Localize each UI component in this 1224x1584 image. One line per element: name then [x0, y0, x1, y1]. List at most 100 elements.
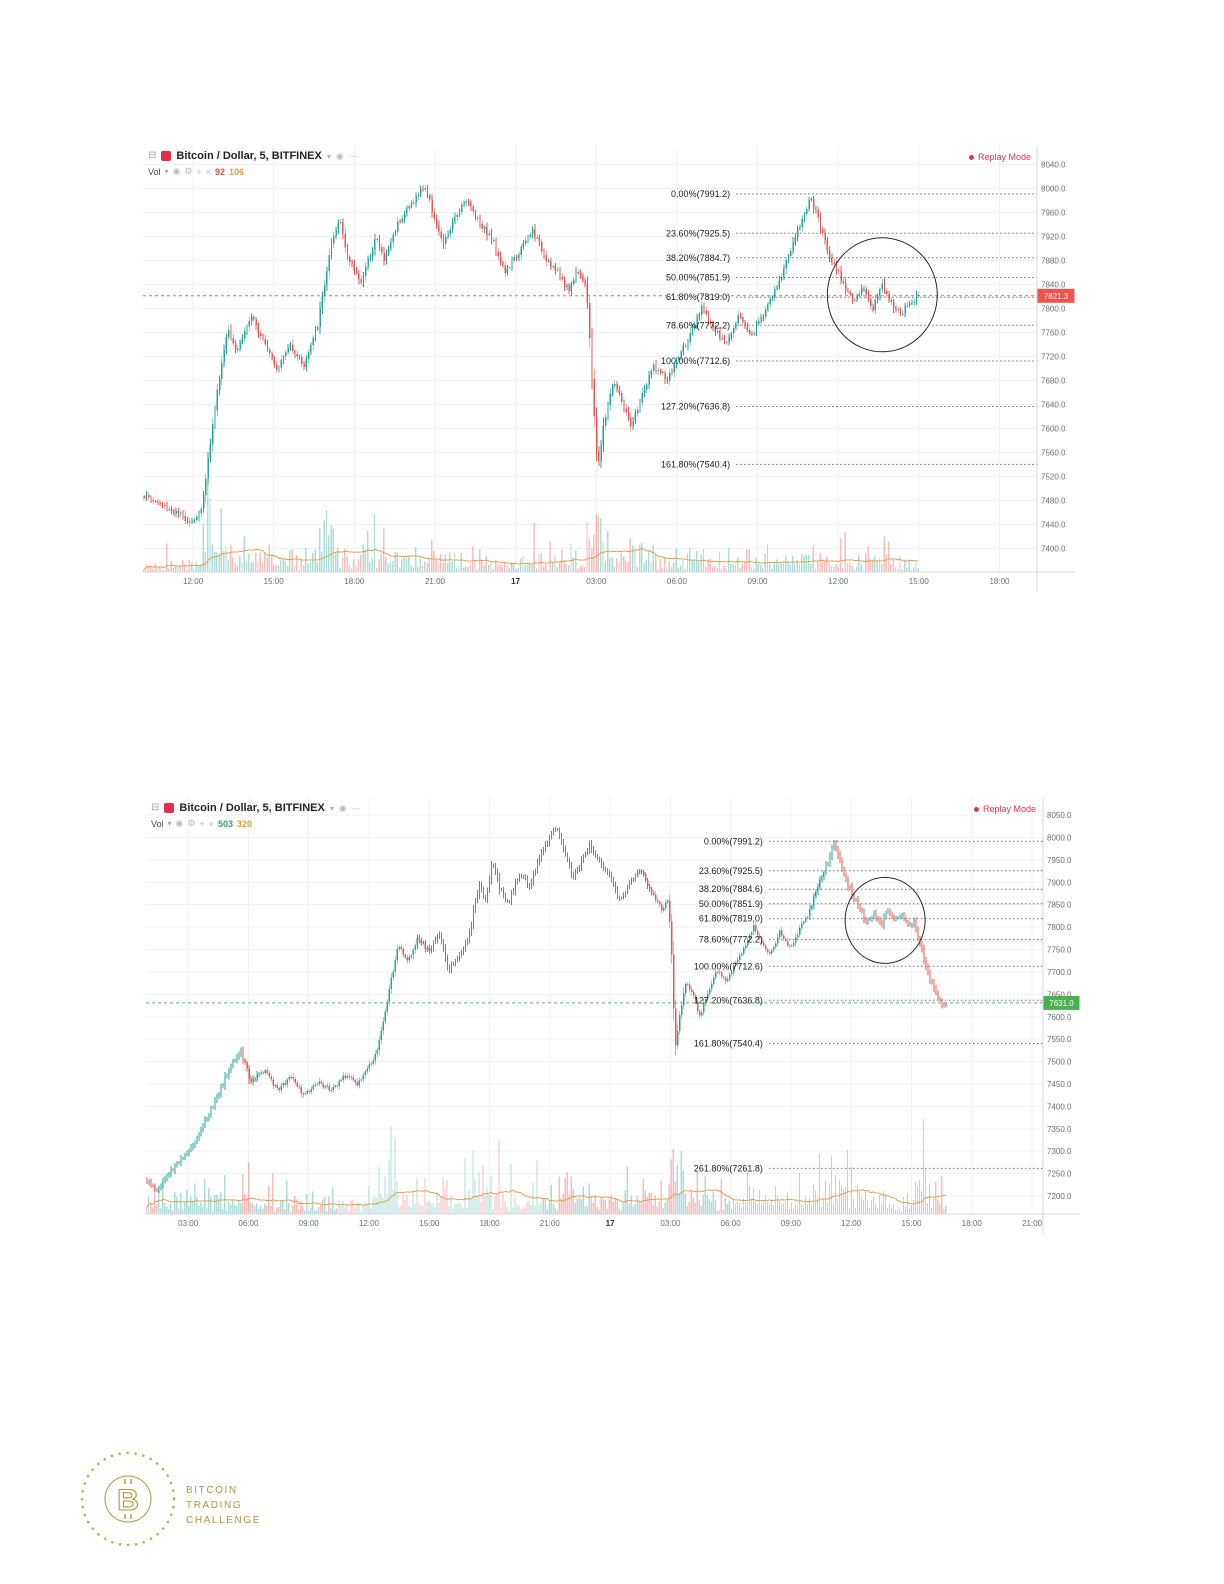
volume-indicator-row-2: Vol ▾ ◉ ⚙ + × 503 320 [151, 818, 252, 829]
btc-coin-icon: B [80, 1451, 176, 1547]
svg-text:7640.0: 7640.0 [1041, 401, 1066, 410]
chart-title[interactable]: Bitcoin / Dollar, 5, BITFINEX [179, 802, 325, 814]
annotation-circle [844, 876, 926, 964]
svg-text:03:00: 03:00 [586, 577, 607, 586]
svg-text:8000.0: 8000.0 [1041, 185, 1066, 194]
svg-text:8040.0: 8040.0 [1041, 161, 1066, 170]
chart-panel-2[interactable]: 0.00%(7991.2) 23.60%(7925.5) 38.20%(7884.6… [146, 798, 1080, 1234]
svg-text:21:00: 21:00 [540, 1219, 561, 1228]
svg-text:7960.0: 7960.0 [1041, 209, 1066, 218]
svg-text:7300.0: 7300.0 [1047, 1147, 1072, 1156]
svg-text:21:00: 21:00 [1022, 1219, 1043, 1228]
svg-text:03:00: 03:00 [178, 1219, 199, 1228]
chart-legend-2: ⊟ Bitcoin / Dollar, 5, BITFINEX ▾ ◉ ⋯ [151, 802, 361, 814]
svg-text:50.00%(7851.9): 50.00%(7851.9) [699, 899, 763, 909]
replay-mode-badge[interactable]: Replay Mode [973, 804, 1036, 814]
logo-text-line: CHALLENGE [186, 1515, 261, 1526]
svg-text:7440.0: 7440.0 [1041, 521, 1066, 530]
symbol-logo-icon [161, 151, 172, 161]
price-axis: 8050.0 8000.0 7950.0 7900.0 7850.0 7800.0 7750… [1047, 811, 1072, 1201]
chart-panel-1[interactable]: 0.00%(7991.2) 23.60%(7925.5) 38.20%(7884.7… [143, 146, 1075, 592]
svg-text:7850.0: 7850.0 [1047, 901, 1072, 910]
svg-text:0.00%(7991.2): 0.00%(7991.2) [671, 189, 730, 199]
svg-text:7600.0: 7600.0 [1041, 425, 1066, 434]
vol-chevron-icon[interactable]: ▾ [167, 819, 172, 828]
svg-text:7450.0: 7450.0 [1047, 1080, 1072, 1089]
svg-text:38.20%(7884.6): 38.20%(7884.6) [699, 884, 763, 894]
fib-retracement-layer: 0.00%(7991.2) 23.60%(7925.5) 38.20%(7884.7… [661, 189, 1037, 469]
vol-eye-icon[interactable]: ◉ [172, 166, 181, 176]
vol-label[interactable]: Vol [151, 818, 164, 829]
legend-more-icon[interactable]: ⋯ [348, 150, 358, 161]
svg-text:7920.0: 7920.0 [1041, 233, 1066, 242]
chevron-down-icon[interactable]: ▾ [326, 151, 331, 161]
replay-icon [973, 806, 979, 812]
volume-indicator-row-1: Vol ▾ ◉ ⚙ + × 92 106 [148, 166, 244, 177]
svg-text:12:00: 12:00 [183, 577, 204, 586]
btc-trading-challenge-logo: B BITCOIN TRADING CHALLENGE [70, 1446, 350, 1561]
vol-settings-icon[interactable]: ⚙ [187, 818, 196, 828]
svg-text:8050.0: 8050.0 [1047, 811, 1072, 820]
legend-eye-icon[interactable]: ◉ [335, 150, 344, 161]
svg-text:7650.0: 7650.0 [1047, 990, 1072, 999]
svg-text:21:00: 21:00 [425, 577, 446, 586]
vol-settings-icon[interactable]: ⚙ [184, 166, 193, 176]
price-axis: 8040.0 8000.0 7960.0 7920.0 7880.0 7840.0 7800… [1041, 161, 1066, 554]
collapse-icon[interactable]: ⊟ [151, 802, 160, 813]
legend-more-icon[interactable]: ⋯ [351, 802, 361, 813]
vol-chevron-icon[interactable]: ▾ [164, 167, 169, 176]
price-chart-1[interactable]: 0.00%(7991.2) 23.60%(7925.5) 38.20%(7884.7… [143, 146, 1075, 597]
logo-text-line: BITCOIN [186, 1485, 238, 1496]
candles-layer [146, 826, 947, 1193]
svg-text:7950.0: 7950.0 [1047, 856, 1072, 865]
svg-text:06:00: 06:00 [667, 577, 688, 586]
svg-text:7680.0: 7680.0 [1041, 377, 1066, 386]
svg-text:50.00%(7851.9): 50.00%(7851.9) [666, 273, 730, 283]
svg-text:23.60%(7925.5): 23.60%(7925.5) [699, 866, 763, 876]
svg-text:100.00%(7712.6): 100.00%(7712.6) [661, 356, 730, 366]
svg-text:12:00: 12:00 [841, 1219, 862, 1228]
last-price-badge: 7631.0 [1043, 995, 1080, 1010]
vol-close-icon[interactable]: × [208, 818, 214, 829]
svg-text:7550.0: 7550.0 [1047, 1035, 1072, 1044]
svg-text:127.20%(7636.8): 127.20%(7636.8) [661, 402, 730, 412]
svg-text:7520.0: 7520.0 [1041, 473, 1066, 482]
svg-text:18:00: 18:00 [344, 577, 365, 586]
symbol-logo-icon [164, 803, 175, 813]
svg-text:7560.0: 7560.0 [1041, 449, 1066, 458]
vol-label[interactable]: Vol [148, 166, 161, 177]
replay-mode-badge[interactable]: Replay Mode [968, 152, 1031, 162]
svg-text:18:00: 18:00 [480, 1219, 501, 1228]
svg-text:7750.0: 7750.0 [1047, 946, 1072, 955]
svg-text:8000.0: 8000.0 [1047, 833, 1072, 842]
svg-text:78.60%(7772.2): 78.60%(7772.2) [699, 935, 763, 945]
svg-text:261.80%(7261.8): 261.80%(7261.8) [694, 1163, 763, 1173]
fib-retracement-layer: 0.00%(7991.2) 23.60%(7925.5) 38.20%(7884.6… [694, 836, 1043, 1173]
chart-title[interactable]: Bitcoin / Dollar, 5, BITFINEX [176, 150, 322, 162]
svg-text:7800.0: 7800.0 [1047, 923, 1072, 932]
svg-text:7350.0: 7350.0 [1047, 1125, 1072, 1134]
svg-text:100.00%(7712.6): 100.00%(7712.6) [694, 961, 763, 971]
svg-text:B: B [117, 1484, 139, 1517]
vol-value-1: 503 [218, 818, 234, 829]
svg-text:17: 17 [511, 577, 520, 586]
volume-layer [143, 484, 920, 572]
svg-text:7200.0: 7200.0 [1047, 1192, 1072, 1201]
vol-add-icon[interactable]: + [199, 818, 205, 829]
vol-value-2: 106 [229, 166, 245, 177]
vol-close-icon[interactable]: × [205, 166, 211, 177]
svg-text:7821.3: 7821.3 [1044, 292, 1069, 301]
chevron-down-icon[interactable]: ▾ [329, 803, 334, 813]
chart-svg[interactable]: 0.00%(7991.2) 23.60%(7925.5) 38.20%(7884.7… [143, 146, 1075, 592]
svg-text:06:00: 06:00 [238, 1219, 259, 1228]
price-chart-2[interactable]: 0.00%(7991.2) 23.60%(7925.5) 38.20%(7884.6… [146, 798, 1080, 1239]
legend-eye-icon[interactable]: ◉ [338, 802, 347, 813]
svg-text:09:00: 09:00 [781, 1219, 802, 1228]
vol-add-icon[interactable]: + [196, 166, 202, 177]
time-axis: 03:00 06:00 09:00 12:00 15:00 18:00 21:00 17 03:… [178, 1219, 1042, 1228]
collapse-icon[interactable]: ⊟ [148, 150, 157, 161]
vol-eye-icon[interactable]: ◉ [175, 818, 184, 828]
chart-svg[interactable]: 0.00%(7991.2) 23.60%(7925.5) 38.20%(7884.6… [146, 798, 1080, 1234]
svg-text:61.80%(7819.0): 61.80%(7819.0) [666, 292, 730, 302]
vol-value-1: 92 [215, 166, 226, 177]
